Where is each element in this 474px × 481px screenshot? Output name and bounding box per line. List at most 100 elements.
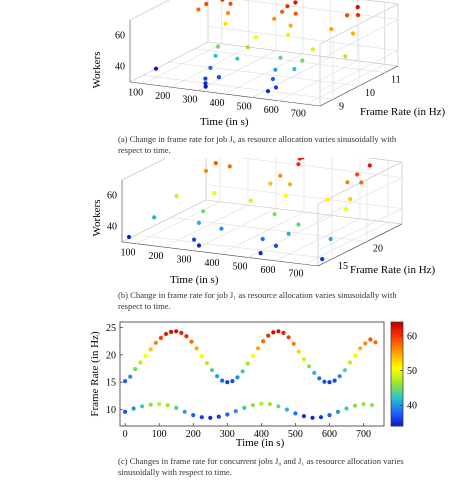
chart-c-data-point [293,411,298,416]
chart1-data-point [126,234,132,240]
chart-c-data-point [352,353,358,358]
colorbar-segment [391,348,403,352]
chart1-data-point [248,198,253,203]
chart0-data-point [293,0,298,5]
chart-c-data-point [286,335,291,340]
x-tick-label-c: 300 [220,429,235,440]
chart-c-data-point [284,407,289,412]
colorbar-tick-label: 50 [407,366,417,377]
chart-b-svg: Workers Time (in s) Frame Rate (in Hz) 1… [91,158,436,286]
chart-c-data-point [215,374,220,379]
colorbar-segment [391,402,403,406]
chart-c-data-point [133,367,138,372]
colorbar-segment [391,324,403,328]
colorbar-segment [391,384,403,388]
chart0-data-point [345,13,350,18]
chart-panel-b: Workers Time (in s) Frame Rate (in Hz) 1… [0,158,474,311]
x-tick-label-c: 500 [288,429,303,440]
x-tick-label-c: 600 [322,429,337,440]
z-axis-label-b: Workers [91,200,103,237]
chart0-data-point [270,76,275,82]
chart-c-data-point [261,339,266,344]
chart-panel-a: Workers Time (in s) Frame Rate (in Hz) 1… [0,0,474,155]
y-tick-label-c: 10 [106,405,116,416]
chart-c-data-point [296,349,301,354]
chart-c-data-point [361,402,366,407]
chart-c-data-point [250,353,255,358]
chart-c-data-point [370,403,375,408]
chart1-data-point [227,164,232,169]
x-tick-label-c: 400 [254,429,269,440]
chart1-data-point [287,182,293,187]
colorbar-segment [391,350,403,354]
colorbar-segment [391,342,403,346]
chart0-data-point [203,76,208,81]
chart-c-data-point [194,346,199,351]
chart0-grid-line [319,19,399,60]
z-axis-label-a: Workers [91,52,103,89]
chart1-pane-edge [121,158,167,181]
chart-c-data-point [209,368,215,373]
colorbar-segment [391,366,403,370]
y-axis-label-a: Frame Rate (in Hz) [360,106,446,118]
chart-c-data-point [123,409,128,414]
x-axis-label-a: Time (in s) [200,116,249,128]
chart-c-data-point [259,401,264,406]
colorbar-segment [391,329,403,333]
chart0-grid-line [168,61,360,87]
colorbar-segment [391,358,403,362]
chart1-data-point [174,193,179,198]
x-tick-label-c: 700 [356,429,371,440]
chart1-y-tick-label: 15 [338,261,348,272]
chart1-grid-line [317,208,403,251]
chart1-data-point [328,236,333,242]
chart-c-data-point [332,378,337,383]
chart1-data-point [213,161,218,166]
chart1-z-tick-label: 60 [107,191,117,202]
chart0-data-point [265,89,271,94]
chart-c-data-point [230,379,235,384]
colorbar-segment [391,405,403,409]
chart0-data-point [355,13,361,18]
chart0-data-point [272,16,277,21]
chart1-grid-line [219,211,305,255]
chart1-grid-line [205,184,403,209]
colorbar-segment [391,376,403,380]
chart0-data-point [273,85,279,90]
chart1-grid-line [191,208,277,251]
chart0-data-point [293,11,298,16]
chart-c-data-point [148,402,153,407]
chart-c-data-point [322,379,327,384]
chart1-grid-line [170,217,368,242]
chart-c-data-point [140,404,145,409]
colorbar-segment [391,387,403,391]
colorbar-frame [390,321,404,427]
colorbar-segment [391,392,403,396]
chart-c-data-point [199,353,204,358]
chart-c-data-point [179,330,184,335]
colorbar-segment [391,407,403,411]
chart1-data-point [325,197,330,202]
chart0-data-point [215,44,221,49]
chart1-x-tick-label: 700 [289,268,304,279]
chart0-x-tick-label: 300 [182,95,197,106]
chart1-data-point [367,163,372,168]
chart0-data-point [273,67,278,72]
colorbar-segment [391,332,403,336]
chart0-grid-line [142,75,334,100]
chart1-data-point [296,222,301,227]
colorbar-tick-label: 60 [407,331,417,342]
chart-c-data-point [240,369,245,374]
colorbar-segment [391,400,403,404]
chart0-data-point [196,7,201,12]
chart-c-data-point [184,334,189,339]
chart-c-data-point [291,341,296,346]
y-tick-label-c: 20 [106,350,116,361]
chart-c-data-point [199,415,204,420]
chart1-data-point [219,226,224,231]
colorbar-tick-label: 40 [407,401,417,412]
chart-c-data-point [327,380,332,385]
chart1-data-point [296,162,301,167]
chart1-data-point [359,180,364,185]
chart0-data-point [253,35,258,40]
